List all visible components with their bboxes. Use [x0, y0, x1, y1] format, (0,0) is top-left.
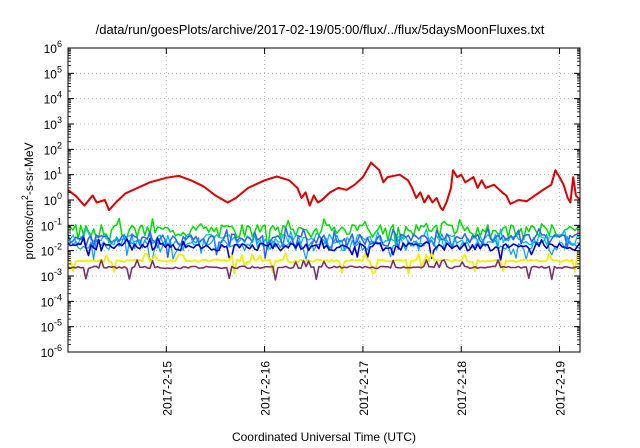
flux-series-line-7 — [67, 252, 581, 275]
y-tick-label-base: 10 — [41, 346, 55, 360]
y-tick-label-exp: 3 — [57, 115, 62, 125]
y-tick-label-base: 10 — [44, 42, 58, 56]
flux-series-line-6 — [67, 236, 581, 261]
y-tick-label-base: 10 — [41, 295, 55, 309]
y-tick-label: 102 — [44, 140, 62, 157]
y-tick-label: 10-4 — [41, 292, 62, 309]
y-tick-label-base: 10 — [41, 219, 55, 233]
y-tick-label-base: 10 — [44, 67, 58, 81]
y-axis-label: protons/cm2-s-sr-MeV — [20, 142, 36, 259]
ticks: 10-610-510-410-310-210-11001011021031041… — [41, 39, 580, 416]
x-tick-label: 2017-2-16 — [259, 361, 273, 416]
y-tick-label-base: 10 — [44, 118, 58, 132]
y-tick-label: 105 — [44, 64, 62, 81]
y-tick-label-exp: 0 — [57, 191, 62, 201]
flux-series-line-2 — [67, 217, 581, 251]
y-tick-label: 10-5 — [41, 318, 62, 335]
flux-series-line-3 — [67, 227, 581, 252]
y-tick-label-base: 10 — [44, 194, 58, 208]
flux-series-line-8 — [67, 259, 581, 281]
y-axis-label-sup: 2 — [20, 195, 30, 200]
y-tick-label-exp: -6 — [54, 343, 62, 353]
flux-series-line-4 — [67, 226, 581, 260]
flux-series-line-1 — [67, 161, 581, 212]
y-tick-label-exp: -1 — [54, 216, 62, 226]
y-axis-label-post: -s-sr-MeV — [22, 142, 36, 195]
y-tick-label-base: 10 — [41, 321, 55, 335]
y-tick-label: 104 — [44, 90, 62, 107]
y-tick-label-base: 10 — [44, 169, 58, 183]
x-tick-label: 2017-2-19 — [554, 361, 568, 416]
series-layer — [67, 161, 581, 281]
flux-series-line-5 — [67, 233, 581, 262]
y-tick-label-exp: -2 — [54, 242, 62, 252]
y-tick-label-exp: -5 — [54, 318, 62, 328]
y-tick-label-exp: 4 — [57, 90, 62, 100]
x-tick-label: 2017-2-15 — [160, 361, 174, 416]
y-tick-label-base: 10 — [44, 143, 58, 157]
chart-title: /data/run/goesPlots/archive/2017-02-19/0… — [96, 22, 545, 37]
y-tick-label-exp: 6 — [57, 39, 62, 49]
y-tick-label-base: 10 — [41, 270, 55, 284]
y-tick-label: 10-1 — [41, 216, 62, 233]
x-tick-label: 2017-2-17 — [357, 361, 371, 416]
y-tick-label-exp: 1 — [57, 166, 62, 176]
grid — [68, 48, 580, 352]
y-tick-label: 101 — [44, 166, 62, 183]
y-tick-label: 106 — [44, 39, 62, 56]
y-tick-label: 10-3 — [41, 267, 62, 284]
y-tick-label-exp: 5 — [57, 64, 62, 74]
x-axis-label: Coordinated Universal Time (UTC) — [232, 430, 416, 444]
y-tick-label: 10-2 — [41, 242, 62, 259]
y-tick-label-base: 10 — [41, 245, 55, 259]
y-tick-label: 103 — [44, 115, 62, 132]
y-tick-label-exp: -3 — [54, 267, 62, 277]
y-tick-label: 100 — [44, 191, 62, 208]
y-axis-label-pre: protons/cm — [22, 200, 36, 259]
y-tick-label-base: 10 — [44, 93, 58, 107]
y-tick-label-exp: 2 — [57, 140, 62, 150]
y-tick-label: 10-6 — [41, 343, 62, 360]
x-tick-label: 2017-2-18 — [455, 361, 469, 416]
y-tick-label-exp: -4 — [54, 292, 62, 302]
